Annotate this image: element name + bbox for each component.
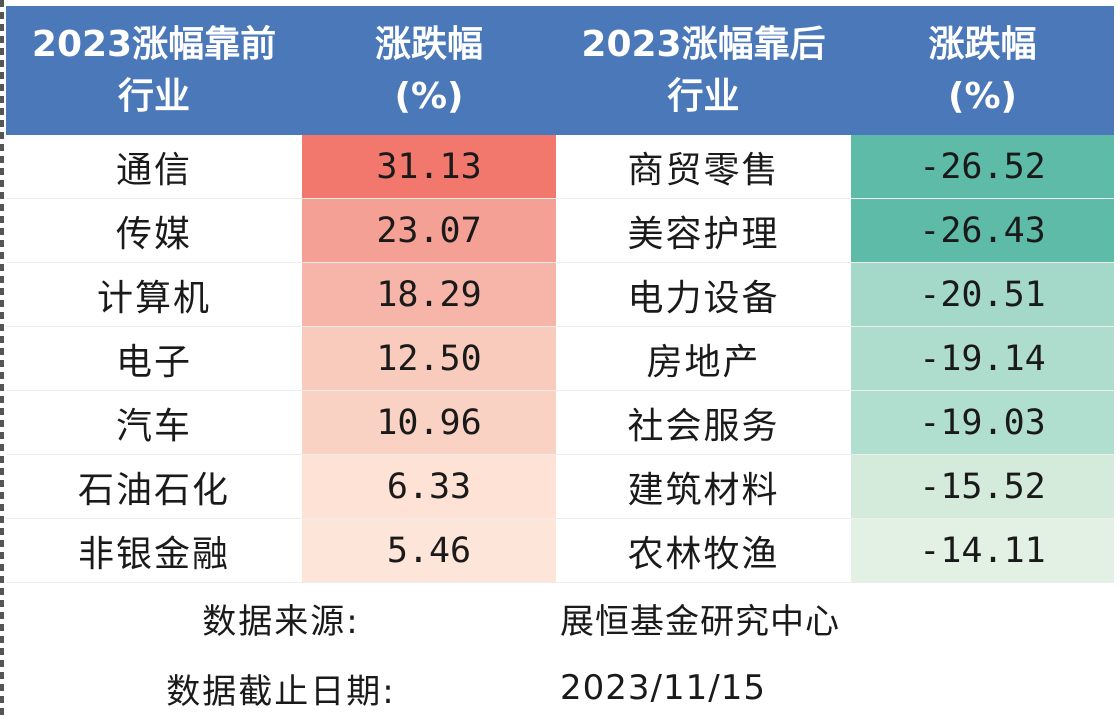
bottom-industry-cell: 电力设备	[556, 262, 851, 327]
bottom-industry-cell: 社会服务	[556, 390, 851, 455]
left-dashed-border	[0, 0, 4, 720]
top-industry-cell: 通信	[6, 135, 302, 199]
table-row: 计算机 18.29 电力设备 -20.51	[6, 262, 1114, 327]
bottom-industry-cell: 农林牧渔	[556, 518, 851, 583]
top-industry-cell: 计算机	[6, 262, 302, 327]
header-bottom-change: 涨跌幅 (%)	[851, 6, 1114, 135]
bottom-industry-cell: 商贸零售	[556, 135, 851, 199]
table-row: 电子 12.50 房地产 -19.14	[6, 326, 1114, 391]
top-industry-cell: 传媒	[6, 198, 302, 263]
table-row: 石油石化 6.33 建筑材料 -15.52	[6, 454, 1114, 519]
bottom-industry-cell: 房地产	[556, 326, 851, 391]
top-change-cell: 6.33	[302, 454, 556, 519]
bottom-change-cell: -26.43	[851, 198, 1114, 263]
bottom-change-cell: -15.52	[851, 454, 1114, 519]
industry-ranking-table: 2023涨幅靠前 行业 涨跌幅 (%) 2023涨幅靠后 行业 涨跌幅 (%) …	[6, 6, 1114, 720]
bottom-change-cell: -19.03	[851, 390, 1114, 455]
source-value: 展恒基金研究中心	[560, 601, 840, 642]
top-change-cell: 31.13	[302, 135, 556, 199]
bottom-change-cell: -26.52	[851, 135, 1114, 199]
table-row: 汽车 10.96 社会服务 -19.03	[6, 390, 1114, 455]
top-change-cell: 23.07	[302, 198, 556, 263]
top-change-cell: 12.50	[302, 326, 556, 391]
table-row: 非银金融 5.46 农林牧渔 -14.11	[6, 518, 1114, 583]
table-row: 传媒 23.07 美容护理 -26.43	[6, 198, 1114, 263]
top-industry-cell: 汽车	[6, 390, 302, 455]
table-row: 通信 31.13 商贸零售 -26.52	[6, 135, 1114, 199]
bottom-industry-cell: 美容护理	[556, 198, 851, 263]
header-top-change: 涨跌幅 (%)	[302, 6, 556, 135]
header-row: 2023涨幅靠前 行业 涨跌幅 (%) 2023涨幅靠后 行业 涨跌幅 (%)	[6, 6, 1114, 135]
date-value: 2023/11/15	[560, 668, 766, 708]
date-row: 数据截止日期: 2023/11/15	[6, 653, 1114, 720]
top-change-cell: 18.29	[302, 262, 556, 327]
top-industry-cell: 石油石化	[6, 454, 302, 519]
header-top-industry: 2023涨幅靠前 行业	[6, 6, 302, 135]
source-row: 数据来源: 展恒基金研究中心	[6, 583, 1114, 654]
source-label: 数据来源:	[202, 601, 360, 642]
top-industry-cell: 电子	[6, 326, 302, 391]
bottom-change-cell: -14.11	[851, 518, 1114, 583]
bottom-change-cell: -20.51	[851, 262, 1114, 327]
bottom-industry-cell: 建筑材料	[556, 454, 851, 519]
date-label: 数据截止日期:	[166, 671, 396, 712]
header-bottom-industry: 2023涨幅靠后 行业	[556, 6, 851, 135]
top-change-cell: 5.46	[302, 518, 556, 583]
top-change-cell: 10.96	[302, 390, 556, 455]
top-industry-cell: 非银金融	[6, 518, 302, 583]
bottom-change-cell: -19.14	[851, 326, 1114, 391]
